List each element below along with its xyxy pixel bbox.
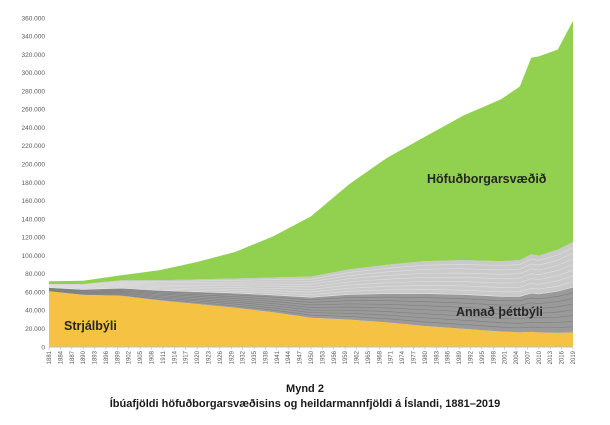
x-tick-label: 1986 [446, 350, 452, 364]
x-tick-label: 1971 [389, 350, 395, 364]
x-tick-label: 1968 [377, 350, 383, 364]
band-line [48, 289, 574, 315]
y-tick-label: 360.000 [22, 15, 46, 22]
y-tick-label: 80.000 [25, 271, 45, 278]
band-line [48, 286, 574, 298]
x-tick-label: 1989 [457, 350, 463, 364]
x-tick-label: 1914 [172, 350, 178, 364]
y-tick-label: 40.000 [25, 308, 45, 315]
band-line [48, 289, 574, 320]
x-tick-label: 2004 [514, 350, 520, 364]
x-tick-label: 1899 [115, 350, 121, 364]
y-tick-label: 240.000 [22, 125, 46, 132]
x-tick-label: 1917 [184, 350, 190, 364]
x-tick-label: 1947 [298, 350, 304, 364]
x-tick-label: 1884 [58, 350, 64, 364]
y-tick-label: 120.000 [22, 235, 46, 242]
x-tick-label: 1908 [150, 350, 156, 364]
band-line [48, 290, 574, 329]
x-tick-label: 1974 [400, 350, 406, 364]
y-tick-label: 20.000 [25, 326, 45, 333]
area-label-capital: Höfuðborgarsvæðið [427, 172, 547, 186]
band-line [48, 290, 574, 324]
x-tick-label: 1887 [70, 350, 76, 364]
band-line [48, 288, 574, 306]
x-tick-label: 1992 [468, 350, 474, 364]
figure-title: Íbúafjöldi höfuðborgarsvæðisins og heild… [109, 398, 501, 410]
x-tick-label: 1923 [206, 350, 212, 364]
y-tick-label: 60.000 [25, 289, 45, 296]
y-tick-label: 180.000 [22, 180, 46, 187]
area-rural [49, 291, 573, 347]
x-tick-label: 1896 [104, 350, 110, 364]
x-tick-label: 1956 [332, 350, 338, 364]
y-tick-label: 0 [41, 344, 45, 351]
x-tick-label: 1938 [263, 350, 269, 364]
band-line [48, 288, 574, 311]
x-tick-label: 1932 [241, 350, 247, 364]
x-tick-label: 1929 [229, 350, 235, 364]
area-label-rural: Strjálbýli [64, 319, 117, 333]
y-tick-label: 300.000 [22, 70, 46, 77]
figure-number: Mynd 2 [286, 383, 324, 395]
y-tick-label: 280.000 [22, 88, 46, 95]
x-tick-label: 1920 [195, 350, 201, 364]
area-label-other_urban: Annað þéttbýli [456, 305, 543, 319]
x-tick-label: 1893 [93, 350, 99, 364]
area-capital [49, 20, 573, 284]
x-tick-label: 2013 [548, 350, 554, 364]
x-tick-label: 1995 [480, 350, 486, 364]
x-tick-label: 1953 [320, 350, 326, 364]
axes-group: 0 20.000 40.000 60.000 80.000 100.000 120.000 1… [22, 15, 578, 364]
x-tick-label: 1959 [343, 350, 349, 364]
x-tick-label: 1905 [138, 350, 144, 364]
y-tick-label: 160.000 [22, 198, 46, 205]
x-tick-label: 1911 [161, 350, 167, 364]
x-tick-label: 1980 [423, 350, 429, 364]
y-tick-label: 100.000 [22, 253, 46, 260]
y-tick-label: 260.000 [22, 107, 46, 114]
x-tick-label: 2019 [571, 350, 577, 364]
x-tick-label: 1890 [81, 350, 87, 364]
x-tick-label: 2010 [537, 350, 543, 364]
y-tick-label: 200.000 [22, 162, 46, 169]
x-tick-label: 1965 [366, 350, 372, 364]
area-labels-group: Strjálbýli Annað þéttbýli Höfuðborgarsvæði… [64, 172, 547, 333]
x-tick-label: 1944 [286, 350, 292, 364]
band-line [48, 287, 574, 302]
x-tick-label: 1983 [434, 350, 440, 364]
x-tick-label: 1902 [127, 350, 133, 364]
x-tick-label: 1881 [47, 350, 53, 364]
x-tick-label: 1935 [252, 350, 258, 364]
other-urban-light-band [49, 241, 573, 298]
x-tick-label: 2001 [503, 350, 509, 364]
x-tick-label: 2016 [560, 350, 566, 364]
y-tick-label: 340.000 [22, 34, 46, 41]
x-tick-label: 1926 [218, 350, 224, 364]
y-tick-label: 320.000 [22, 52, 46, 59]
y-tick-label: 220.000 [22, 143, 46, 150]
x-tick-label: 1998 [491, 350, 497, 364]
x-tick-label: 2007 [525, 350, 531, 364]
x-tick-label: 1962 [355, 350, 361, 364]
x-tick-label: 1950 [309, 350, 315, 364]
other-urban-band-lines [48, 241, 574, 329]
x-tick-label: 1977 [412, 350, 418, 364]
y-tick-label: 140.000 [22, 216, 46, 223]
x-tick-label: 1941 [275, 350, 281, 364]
